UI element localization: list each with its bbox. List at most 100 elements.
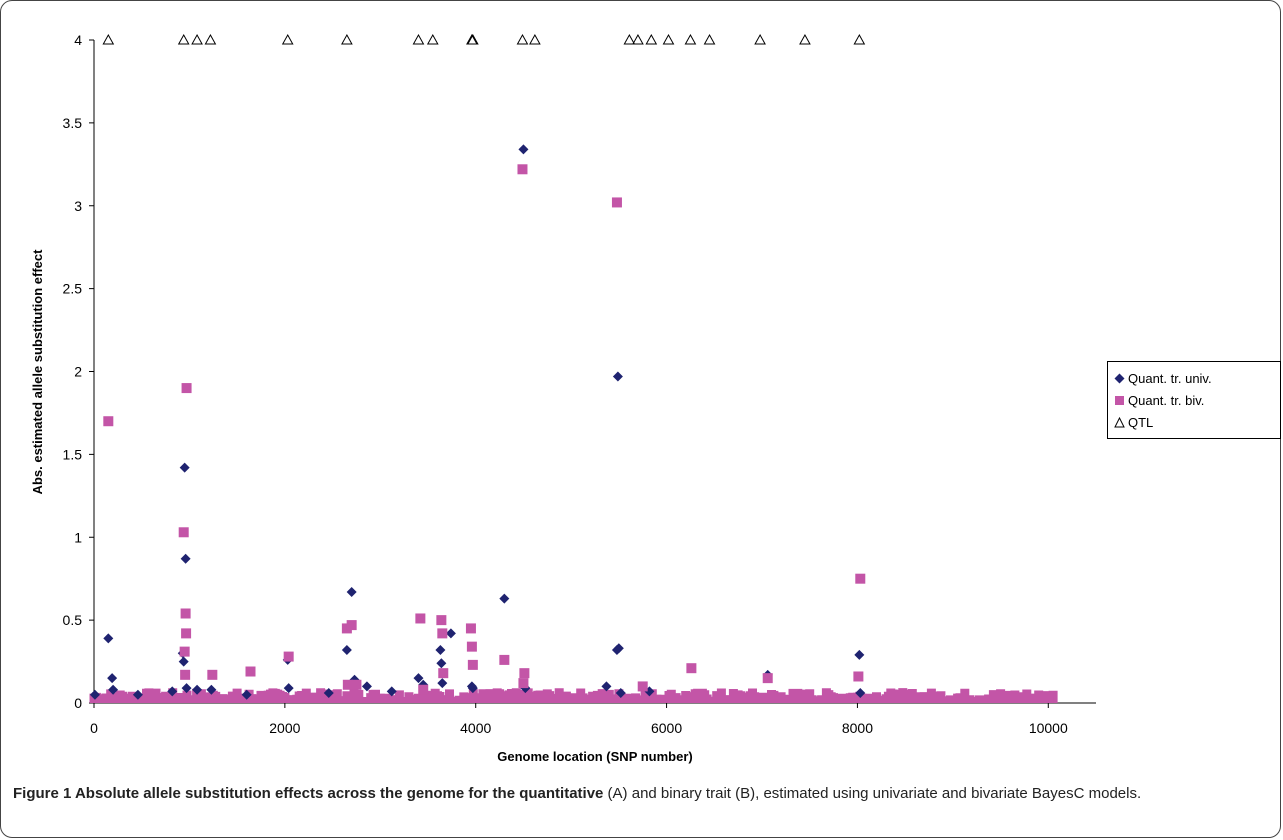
y-tick-label: 1 <box>74 529 82 545</box>
univ-point <box>499 593 510 604</box>
univ-point <box>613 643 624 654</box>
qtl-point <box>467 33 479 45</box>
biv-point <box>180 608 191 619</box>
univ-point <box>283 683 294 694</box>
univ-point <box>346 586 357 597</box>
biv-point <box>519 668 530 679</box>
univ-point <box>178 656 189 667</box>
biv-point <box>465 623 476 634</box>
x-tick-label: 2000 <box>269 720 300 736</box>
triangle-marker-icon <box>1114 416 1125 428</box>
scatter-plot: 00.511.522.533.540 2000 4000 6000 8000 10000 … <box>30 32 1096 764</box>
biv-point <box>436 615 447 626</box>
qtl-point <box>529 33 541 45</box>
qtl-point <box>632 33 644 45</box>
qtl-point <box>341 33 353 45</box>
univ-point <box>179 462 190 473</box>
univ-point <box>108 684 119 695</box>
qtl-point <box>645 33 658 45</box>
x-axis-title: Genome location (SNP number) <box>497 749 693 764</box>
qtl-point <box>281 33 294 45</box>
biv-point <box>438 668 449 679</box>
univ-point <box>612 371 623 382</box>
biv-point <box>611 197 622 208</box>
univ-point <box>435 644 446 655</box>
y-tick-label: 0 <box>74 695 82 711</box>
biv-point <box>346 620 357 631</box>
qtl-point <box>412 33 425 45</box>
legend-label-univ: Quant. tr. univ. <box>1128 370 1212 386</box>
y-tick-label: 4 <box>74 32 82 48</box>
biv-point <box>518 678 529 689</box>
caption-bold: Figure 1 Absolute allele substitution ef… <box>13 785 604 802</box>
qtl-point <box>204 33 217 45</box>
x-tick-label: 4000 <box>460 720 491 736</box>
biv-point <box>762 673 773 684</box>
univ-point <box>206 684 217 695</box>
biv-point <box>855 573 866 584</box>
y-tick-label: 1.5 <box>63 446 83 462</box>
qtl-point <box>754 33 766 45</box>
univ-point <box>89 689 100 700</box>
qtl-point <box>684 33 697 45</box>
univ-point <box>241 689 252 700</box>
univ-point <box>437 678 448 689</box>
qtl-point <box>623 33 636 45</box>
legend-label-qtl: QTL <box>1128 414 1154 430</box>
y-tick-label: 3 <box>74 198 82 214</box>
y-tick-label: 0.5 <box>63 612 83 628</box>
univ-point <box>855 688 866 699</box>
caption-text: (A) and binary trait (B), estimated usin… <box>603 785 1142 802</box>
univ-point <box>180 553 191 564</box>
biv-point <box>437 628 448 639</box>
legend-item-biv: Quant. tr. biv. <box>1114 389 1280 411</box>
biv-band-base <box>94 697 1054 703</box>
univ-point <box>601 681 612 692</box>
biv-point <box>466 641 477 652</box>
legend-item-univ: Quant. tr. univ. <box>1114 367 1280 389</box>
biv-point <box>637 681 648 692</box>
biv-point <box>415 613 426 624</box>
y-tick-label: 2 <box>74 364 82 380</box>
univ-point <box>413 673 424 684</box>
univ-point <box>103 633 114 644</box>
qtl-point <box>799 33 811 45</box>
qtl-point <box>102 33 115 45</box>
data-marks <box>89 33 866 700</box>
univ-point <box>323 688 334 699</box>
univ-point <box>132 689 143 700</box>
y-axis-title: Abs. estimated allele substitution effec… <box>30 249 45 495</box>
univ-point <box>192 684 203 695</box>
qtl-point <box>426 33 439 45</box>
univ-point <box>436 658 447 669</box>
biv-point <box>283 651 294 662</box>
biv-point <box>178 527 189 538</box>
series-square <box>103 164 866 695</box>
biv-point <box>180 669 191 680</box>
qtl-point <box>177 33 190 45</box>
univ-point <box>445 628 456 639</box>
biv-point <box>207 669 218 680</box>
biv-point <box>499 654 510 665</box>
biv-point <box>418 684 429 695</box>
qtl-point <box>703 33 716 45</box>
y-tick-label: 2.5 <box>63 281 83 297</box>
biv-point <box>245 666 256 677</box>
univ-point <box>107 673 118 684</box>
y-tick-label: 3.5 <box>63 115 83 131</box>
biv-point <box>467 659 478 670</box>
x-tick-label: 10000 <box>1029 720 1068 736</box>
univ-point <box>467 683 478 694</box>
biv-point <box>103 416 114 427</box>
series-triangle <box>102 33 866 45</box>
legend: Quant. tr. univ. Quant. tr. biv. QTL <box>1107 361 1281 439</box>
univ-point <box>615 688 626 699</box>
qtl-point <box>516 33 529 45</box>
biv-point <box>351 679 362 690</box>
biv-point <box>181 628 192 639</box>
biv-point <box>179 646 190 657</box>
biv-point <box>342 679 353 690</box>
univ-point <box>181 683 192 694</box>
qtl-point <box>662 33 675 45</box>
x-tick-label: 0 <box>90 720 98 736</box>
